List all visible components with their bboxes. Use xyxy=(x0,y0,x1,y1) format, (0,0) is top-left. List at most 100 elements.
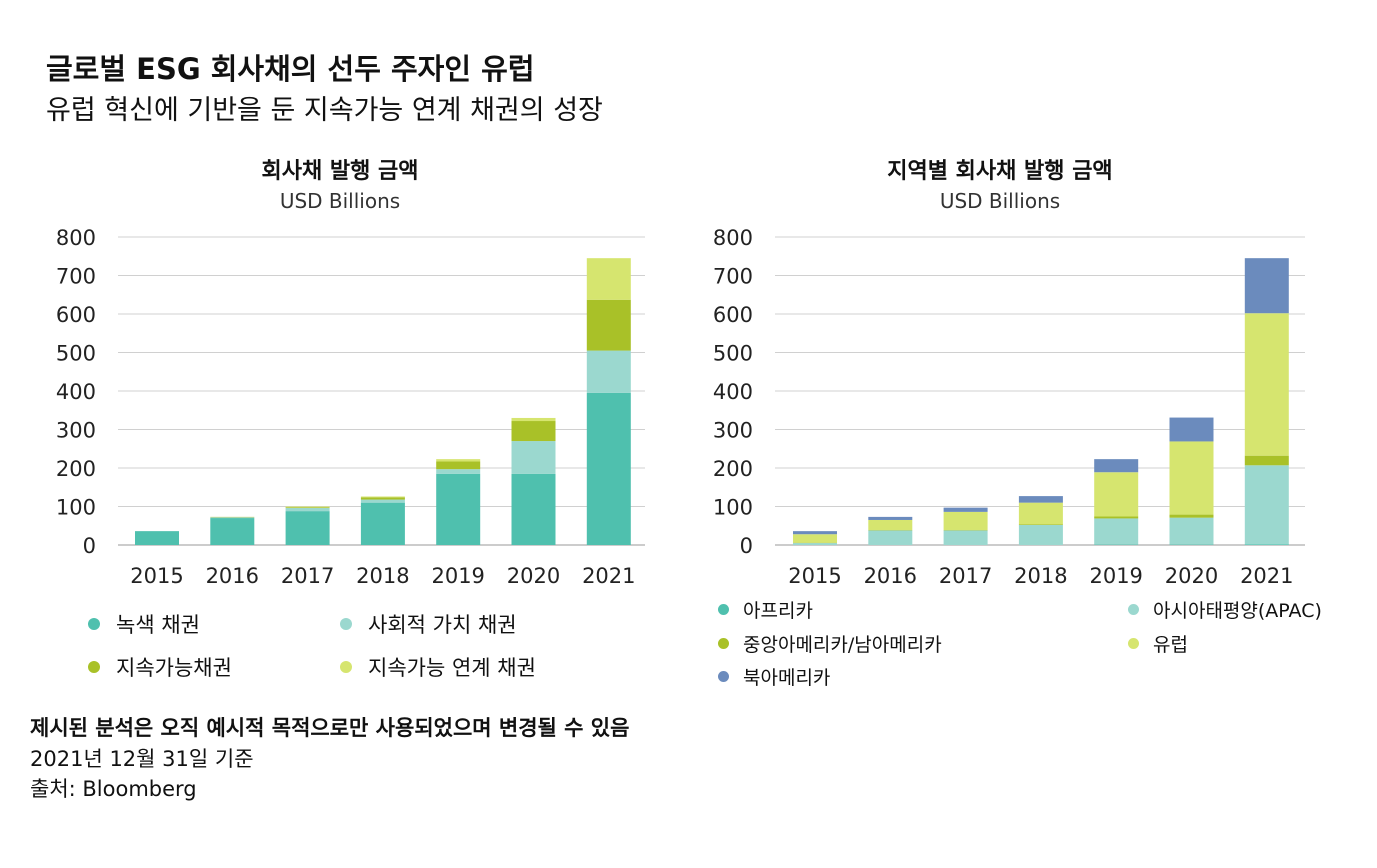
y-tick-label: 600 xyxy=(713,303,753,327)
bar-segment xyxy=(436,461,481,470)
legend-social-bond: 사회적 가치 채권 xyxy=(340,609,517,639)
legend-swatch xyxy=(340,618,352,630)
legend-sustainability-bond: 지속가능채권 xyxy=(88,652,232,682)
y-tick-label: 500 xyxy=(713,342,753,366)
bar-segment xyxy=(1244,313,1289,456)
bar-segment xyxy=(285,508,330,512)
y-tick-label: 300 xyxy=(713,419,753,443)
bar-segment xyxy=(1094,459,1139,473)
bar-segment xyxy=(360,497,405,500)
bar-segment xyxy=(868,516,913,520)
legend-latam: 중앙아메리카/남아메리카 xyxy=(718,630,942,657)
bar-segment xyxy=(285,507,330,509)
legend-swatch xyxy=(88,618,100,630)
x-tick-label: 2018 xyxy=(1014,564,1067,588)
x-tick-label: 2016 xyxy=(206,564,259,588)
bar-segment xyxy=(1244,544,1289,545)
legend-swatch xyxy=(1128,604,1139,615)
legend-label: 지속가능채권 xyxy=(116,656,232,680)
bar-segment xyxy=(1169,417,1214,442)
bar-segment xyxy=(793,543,837,545)
legend-label: 사회적 가치 채권 xyxy=(368,613,517,637)
x-tick-label: 2016 xyxy=(864,564,917,588)
x-tick-label: 2021 xyxy=(1240,564,1293,588)
footnote-date: 2021년 12월 31일 기준 xyxy=(30,747,254,771)
bar-segment xyxy=(210,517,255,519)
x-tick-label: 2015 xyxy=(788,564,841,588)
y-tick-label: 100 xyxy=(56,496,96,520)
x-tick-label: 2015 xyxy=(130,564,183,588)
y-tick-label: 700 xyxy=(713,265,753,289)
chart-1-title: 회사채 발행 금액 xyxy=(261,159,419,184)
legend-apac: 아시아태평양(APAC) xyxy=(1128,596,1322,623)
bar-segment xyxy=(943,530,988,545)
bar-segment xyxy=(511,473,556,545)
legend-swatch xyxy=(718,638,729,649)
bar-segment xyxy=(360,499,405,503)
bar-segment xyxy=(1018,502,1063,525)
y-tick-label: 400 xyxy=(713,380,753,404)
bar-segment xyxy=(1244,258,1289,314)
y-tick-label: 800 xyxy=(56,226,96,250)
bar-segment xyxy=(868,530,913,545)
bar-segment xyxy=(943,511,988,530)
y-tick-label: 800 xyxy=(713,226,753,250)
legend-sustainability-linked-bond: 지속가능 연계 채권 xyxy=(340,652,536,682)
y-tick-label: 100 xyxy=(713,496,753,520)
bar-segment xyxy=(868,519,913,530)
x-tick-label: 2020 xyxy=(1165,564,1218,588)
bar-segment xyxy=(586,258,631,300)
bar-segment xyxy=(285,511,330,545)
bar-segment xyxy=(511,421,556,442)
legend-label: 아시아태평양(APAC) xyxy=(1153,600,1322,622)
legend-swatch xyxy=(88,661,100,673)
bar-segment xyxy=(1094,516,1139,519)
bar-segment xyxy=(436,469,481,474)
bar-segment xyxy=(360,496,405,498)
bar-segment xyxy=(1018,496,1063,503)
legend-green-bond: 녹색 채권 xyxy=(88,609,200,639)
bar-segment xyxy=(943,507,988,512)
y-tick-label: 300 xyxy=(56,419,96,443)
chart-2-title: 지역별 회사채 발행 금액 xyxy=(887,159,1113,184)
x-tick-label: 2017 xyxy=(939,564,992,588)
y-tick-label: 600 xyxy=(56,303,96,327)
legend-swatch xyxy=(718,604,729,615)
bar-segment xyxy=(1169,517,1214,545)
y-tick-label: 400 xyxy=(56,380,96,404)
bar-segment xyxy=(586,392,631,545)
legend-swatch xyxy=(1128,638,1139,649)
bar-segment xyxy=(511,417,556,422)
y-tick-label: 500 xyxy=(56,342,96,366)
y-tick-label: 200 xyxy=(713,457,753,481)
bar-segment xyxy=(1169,441,1214,515)
page-title: 글로벌 ESG 회사채의 선두 주자인 유럽 xyxy=(46,52,535,86)
bar-segment xyxy=(1244,465,1289,545)
x-tick-label: 2021 xyxy=(582,564,635,588)
chart-1-plot: 0 100 200 300 400 500 600 700 800 2015 2016 2017 201… xyxy=(56,226,645,588)
bar-segment xyxy=(1094,518,1139,545)
bar-segment xyxy=(436,459,481,462)
x-tick-label: 2020 xyxy=(507,564,560,588)
bar-segment xyxy=(436,473,481,545)
legend-swatch xyxy=(340,661,352,673)
bar-segment xyxy=(586,350,631,393)
bar-segment xyxy=(586,299,631,351)
legend-label: 중앙아메리카/남아메리카 xyxy=(743,634,942,656)
bar-segment xyxy=(1018,524,1063,525)
bar-segment xyxy=(793,531,837,535)
legend-europe: 유럽 xyxy=(1128,630,1188,657)
x-tick-label: 2019 xyxy=(1089,564,1142,588)
legend-label: 아프리카 xyxy=(743,600,813,622)
footnote-disclaimer: 제시된 분석은 오직 예시적 목적으로만 사용되었으며 변경될 수 있음 xyxy=(30,716,630,740)
x-tick-label: 2017 xyxy=(281,564,334,588)
bar-segment xyxy=(1169,514,1214,518)
bar-segment xyxy=(135,531,179,545)
bar-segment xyxy=(360,502,405,545)
legend-label: 녹색 채권 xyxy=(116,613,200,637)
legend-label: 유럽 xyxy=(1153,634,1188,656)
footnote-source: 출처: Bloomberg xyxy=(30,777,197,801)
legend-north-america: 북아메리카 xyxy=(718,663,830,690)
bar-segment xyxy=(285,506,330,508)
legend-label: 지속가능 연계 채권 xyxy=(368,656,536,680)
